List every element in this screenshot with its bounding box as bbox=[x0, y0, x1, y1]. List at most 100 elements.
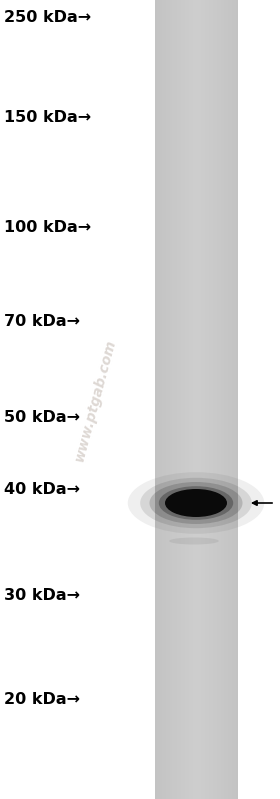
Bar bbox=[166, 0, 167, 799]
Bar bbox=[233, 0, 234, 799]
Bar bbox=[232, 0, 233, 799]
Bar bbox=[157, 0, 158, 799]
Bar bbox=[226, 0, 227, 799]
Bar bbox=[192, 0, 193, 799]
Bar bbox=[214, 0, 215, 799]
Bar bbox=[173, 0, 174, 799]
Ellipse shape bbox=[169, 538, 219, 544]
Ellipse shape bbox=[165, 489, 227, 517]
Bar bbox=[213, 0, 214, 799]
Bar bbox=[161, 0, 162, 799]
Bar bbox=[237, 0, 238, 799]
Bar bbox=[188, 0, 189, 799]
Bar bbox=[164, 0, 165, 799]
Bar bbox=[202, 0, 203, 799]
Text: 50 kDa→: 50 kDa→ bbox=[4, 411, 80, 426]
Bar bbox=[193, 0, 194, 799]
Bar bbox=[194, 0, 195, 799]
Bar bbox=[168, 0, 169, 799]
Bar bbox=[179, 0, 180, 799]
Bar bbox=[160, 0, 161, 799]
Bar bbox=[176, 0, 177, 799]
Bar bbox=[155, 0, 156, 799]
Bar bbox=[220, 0, 221, 799]
Bar bbox=[183, 0, 184, 799]
Bar bbox=[196, 0, 197, 799]
Bar bbox=[182, 0, 183, 799]
Bar bbox=[184, 0, 185, 799]
Bar bbox=[156, 0, 157, 799]
Bar bbox=[215, 0, 216, 799]
Bar bbox=[198, 0, 199, 799]
Bar bbox=[170, 0, 171, 799]
Ellipse shape bbox=[140, 478, 252, 528]
Bar bbox=[224, 0, 225, 799]
Bar bbox=[189, 0, 190, 799]
Bar bbox=[205, 0, 206, 799]
Bar bbox=[222, 0, 223, 799]
Bar bbox=[209, 0, 210, 799]
Bar bbox=[158, 0, 159, 799]
Bar bbox=[185, 0, 186, 799]
Bar bbox=[208, 0, 209, 799]
Bar bbox=[165, 0, 166, 799]
Bar bbox=[190, 0, 191, 799]
Bar bbox=[227, 0, 228, 799]
Bar bbox=[195, 0, 196, 799]
Bar bbox=[226, 0, 227, 799]
Text: 40 kDa→: 40 kDa→ bbox=[4, 483, 80, 498]
Bar bbox=[178, 0, 179, 799]
Ellipse shape bbox=[128, 472, 264, 534]
Bar bbox=[207, 0, 208, 799]
Bar bbox=[210, 0, 211, 799]
Bar bbox=[218, 0, 219, 799]
Bar bbox=[201, 0, 202, 799]
Bar bbox=[236, 0, 237, 799]
Bar bbox=[181, 0, 182, 799]
Bar bbox=[162, 0, 163, 799]
Bar bbox=[169, 0, 170, 799]
Bar bbox=[187, 0, 188, 799]
Bar bbox=[199, 0, 200, 799]
Bar bbox=[234, 0, 235, 799]
Text: 100 kDa→: 100 kDa→ bbox=[4, 221, 91, 236]
Bar bbox=[174, 0, 175, 799]
Bar bbox=[231, 0, 232, 799]
Bar bbox=[177, 0, 178, 799]
Bar bbox=[228, 0, 229, 799]
Bar bbox=[175, 0, 176, 799]
Bar bbox=[216, 0, 217, 799]
Text: 250 kDa→: 250 kDa→ bbox=[4, 10, 91, 26]
Text: 70 kDa→: 70 kDa→ bbox=[4, 315, 80, 329]
Bar bbox=[230, 0, 231, 799]
Bar bbox=[225, 0, 226, 799]
Bar bbox=[206, 0, 207, 799]
Bar bbox=[172, 0, 173, 799]
Text: 30 kDa→: 30 kDa→ bbox=[4, 589, 80, 603]
Bar bbox=[155, 0, 238, 799]
Bar bbox=[167, 0, 168, 799]
Bar bbox=[204, 0, 205, 799]
Bar bbox=[163, 0, 164, 799]
Bar bbox=[191, 0, 192, 799]
Bar bbox=[203, 0, 204, 799]
Ellipse shape bbox=[150, 482, 242, 524]
Bar bbox=[211, 0, 212, 799]
Bar bbox=[219, 0, 220, 799]
Bar bbox=[212, 0, 213, 799]
Text: 20 kDa→: 20 kDa→ bbox=[4, 693, 80, 707]
Text: 150 kDa→: 150 kDa→ bbox=[4, 110, 91, 125]
Text: www.ptgab.com: www.ptgab.com bbox=[72, 337, 118, 463]
Bar bbox=[229, 0, 230, 799]
Bar bbox=[221, 0, 222, 799]
Bar bbox=[223, 0, 224, 799]
Bar bbox=[171, 0, 172, 799]
Ellipse shape bbox=[159, 487, 233, 520]
Bar bbox=[235, 0, 236, 799]
Bar bbox=[186, 0, 187, 799]
Bar bbox=[180, 0, 181, 799]
Bar bbox=[200, 0, 201, 799]
Bar bbox=[217, 0, 218, 799]
Bar bbox=[159, 0, 160, 799]
Bar bbox=[197, 0, 198, 799]
